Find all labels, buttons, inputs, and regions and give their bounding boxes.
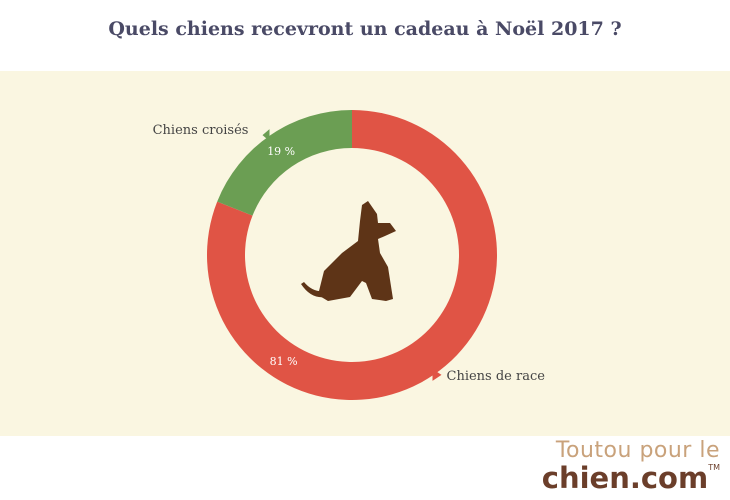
category-label: Chiens croisés — [153, 123, 249, 138]
chart-panel: 81 % Chiens de race 19 % Chiens croisés — [0, 71, 730, 436]
slice-value-label: 81 % — [270, 355, 298, 368]
slice-value-label: 19 % — [267, 145, 295, 158]
logo-trademark: TM — [708, 463, 720, 472]
logo-line-1: Toutou pour le — [555, 438, 720, 463]
logo-line-2: chien.comTM — [542, 464, 720, 493]
chart-title: Quels chiens recevront un cadeau à Noël … — [108, 18, 622, 40]
brand-logo: Toutou pour le chien.comTM — [542, 440, 720, 493]
label-pointer — [432, 368, 442, 381]
sitting-dog-icon — [301, 201, 396, 301]
label-pointer — [262, 129, 270, 142]
logo-domain: chien.com — [541, 461, 709, 495]
category-label: Chiens de race — [447, 369, 546, 384]
donut-chart: 81 % Chiens de race 19 % Chiens croisés — [153, 110, 546, 401]
slice-chiens-croisés — [217, 110, 352, 216]
